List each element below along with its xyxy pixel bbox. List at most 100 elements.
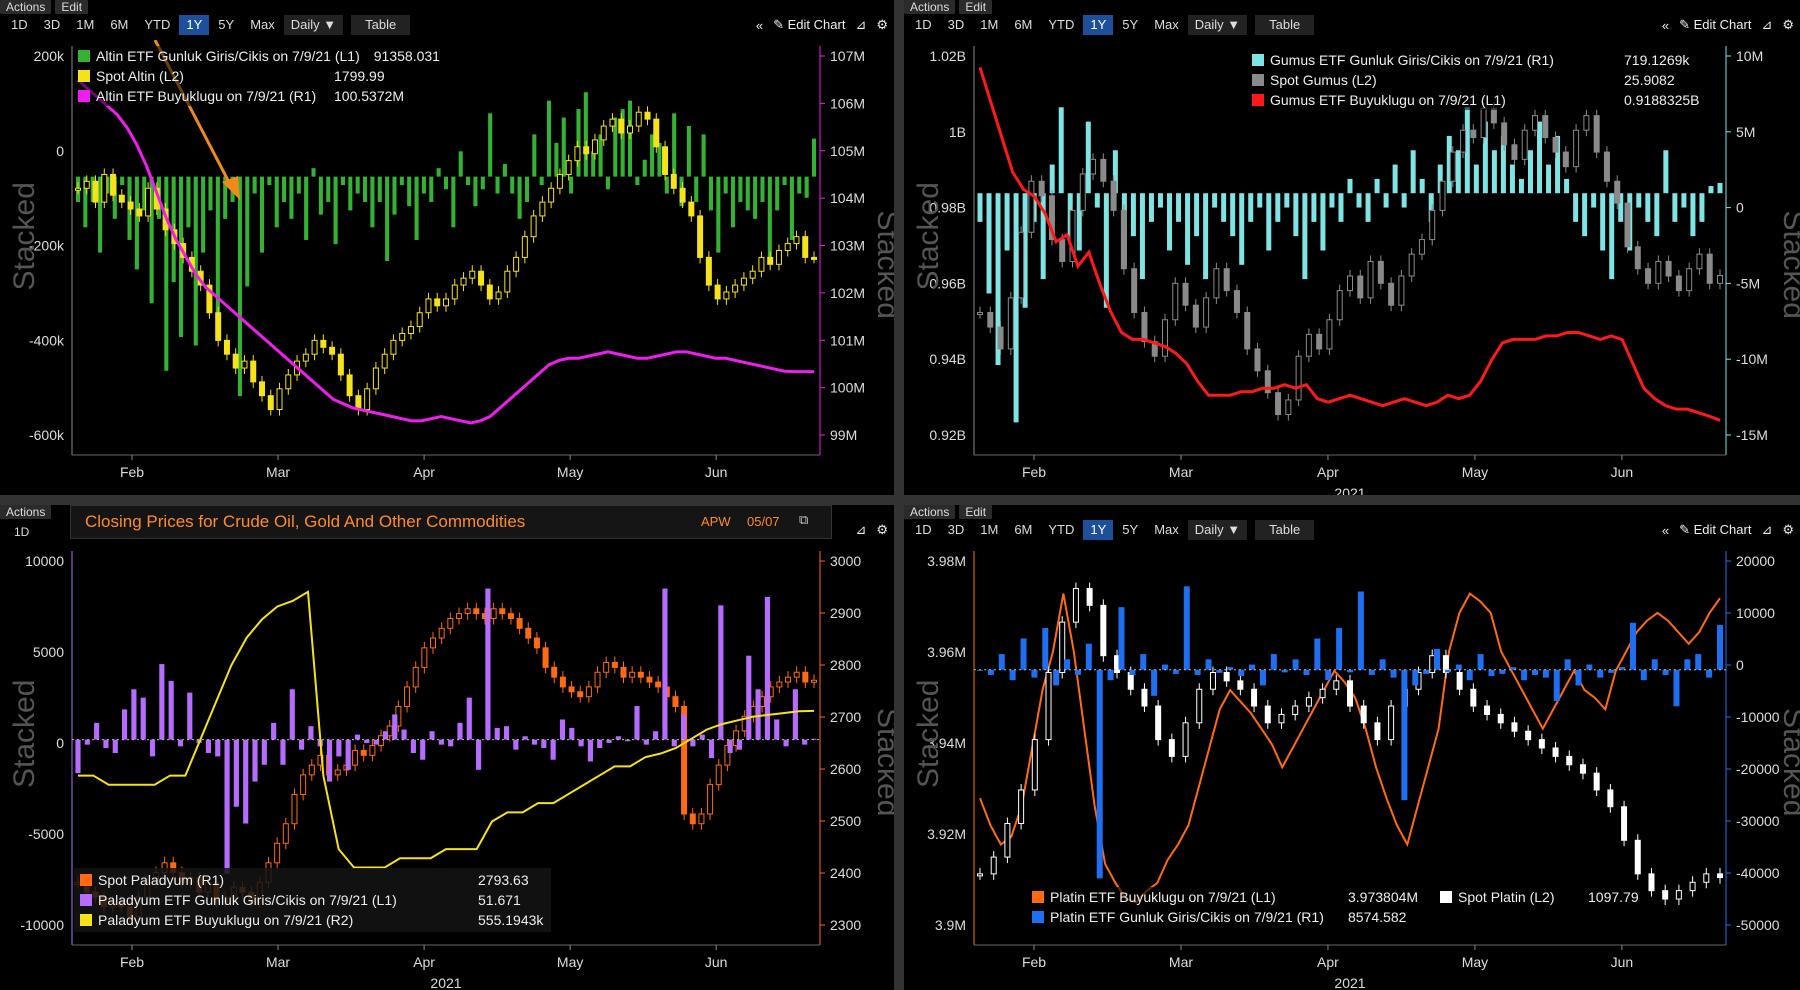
- collapse-icon[interactable]: «: [1661, 17, 1670, 33]
- gear-icon[interactable]: ⚙: [1782, 522, 1794, 537]
- edit-menu[interactable]: Edit: [55, 0, 89, 14]
- candle-body: [1408, 253, 1415, 277]
- table-button[interactable]: Table: [351, 15, 411, 35]
- x-tick-label: Feb: [120, 954, 144, 970]
- bar: [208, 176, 213, 211]
- bar: [767, 176, 772, 262]
- toolbar: Actions Edit 1D 3D 1M 6M YTD 1Y 5Y Max Daily ▼ Ta…: [904, 0, 1800, 40]
- table-button[interactable]: Table: [1255, 15, 1315, 35]
- frequency-dropdown[interactable]: Daily ▼: [1187, 520, 1248, 540]
- candle-body: [548, 187, 555, 203]
- range-5y[interactable]: 5Y: [1122, 17, 1139, 32]
- range-1y[interactable]: 1Y: [179, 15, 210, 35]
- candle-body: [594, 671, 601, 688]
- left-tick-label: -400k: [29, 332, 65, 348]
- range-1d[interactable]: 1D: [915, 17, 932, 32]
- range-6m[interactable]: 6M: [1014, 522, 1033, 537]
- frequency-dropdown[interactable]: Daily ▼: [1187, 15, 1248, 35]
- candle-body: [525, 627, 532, 639]
- range-1m[interactable]: 1M: [76, 17, 95, 32]
- bar: [1074, 669, 1081, 675]
- bar: [1338, 193, 1344, 222]
- bar: [1022, 193, 1028, 308]
- range-3d[interactable]: 3D: [947, 522, 965, 537]
- draw-icon[interactable]: ⊿: [855, 522, 867, 537]
- range-max[interactable]: Max: [250, 17, 275, 32]
- range-6m[interactable]: 6M: [1014, 17, 1033, 32]
- news-popup[interactable]: Closing Prices for Crude Oil, Gold And O…: [70, 505, 832, 539]
- candle-body: [478, 270, 485, 286]
- edit-chart-button[interactable]: ✎ Edit Chart: [1679, 17, 1752, 32]
- collapse-icon[interactable]: «: [1661, 522, 1670, 538]
- actions-menu[interactable]: Actions: [0, 505, 52, 519]
- bar: [149, 176, 154, 304]
- candle-body: [1418, 239, 1425, 255]
- actions-menu[interactable]: Actions: [904, 505, 956, 519]
- range-1m[interactable]: 1M: [980, 522, 999, 537]
- gear-icon[interactable]: ⚙: [1782, 17, 1794, 32]
- edit-chart-button[interactable]: ✎ Edit Chart: [773, 17, 846, 32]
- bar: [1564, 659, 1571, 670]
- range-3d[interactable]: 3D: [43, 17, 61, 32]
- draw-icon[interactable]: ⊿: [1761, 522, 1773, 537]
- candle-body: [455, 613, 462, 620]
- bar: [1546, 164, 1552, 194]
- candle-body: [1634, 839, 1641, 875]
- candle-body: [1213, 268, 1220, 299]
- gear-icon[interactable]: ⚙: [876, 522, 888, 537]
- bar: [1663, 150, 1669, 194]
- range-ytd[interactable]: YTD: [144, 17, 171, 32]
- bar: [201, 176, 206, 253]
- range-5y[interactable]: 5Y: [218, 17, 235, 32]
- x-year-label: 2021: [1334, 975, 1365, 990]
- range-1y[interactable]: 1Y: [1083, 15, 1114, 35]
- range-max[interactable]: Max: [1154, 17, 1179, 32]
- edit-chart-button[interactable]: ✎ Edit Chart: [1679, 522, 1752, 537]
- range-ytd[interactable]: YTD: [1048, 17, 1075, 32]
- candle-body: [291, 793, 298, 825]
- range-ytd[interactable]: YTD: [1048, 522, 1075, 537]
- candle-body: [372, 367, 379, 390]
- actions-menu[interactable]: Actions: [0, 0, 52, 14]
- range-buttons: 1D 3D 1M 6M YTD 1Y 5Y Max Daily ▼ Table: [4, 14, 411, 36]
- bar: [694, 176, 699, 202]
- bar: [1162, 664, 1168, 670]
- frequency-dropdown[interactable]: Daily ▼: [283, 15, 344, 35]
- candle-body: [495, 291, 502, 300]
- chart-platin: 3.98M 3.96M 3.94M 3.92M 3.9M 20000 10000 0 -1000…: [912, 551, 1800, 990]
- x-tick-label: May: [557, 954, 583, 970]
- actions-menu[interactable]: Actions: [904, 0, 956, 14]
- range-1d[interactable]: 1D: [11, 17, 28, 32]
- range-1y[interactable]: 1Y: [1083, 520, 1114, 540]
- range-6m[interactable]: 6M: [110, 17, 129, 32]
- range-3d[interactable]: 3D: [947, 17, 965, 32]
- candle-body: [749, 270, 756, 279]
- range-1d[interactable]: 1D: [14, 525, 30, 539]
- right-tick-label: 106M: [830, 95, 865, 111]
- bar: [1706, 669, 1713, 678]
- candle-body: [92, 180, 99, 203]
- bar: [764, 596, 770, 740]
- bar: [753, 176, 758, 219]
- gear-icon[interactable]: ⚙: [876, 17, 888, 32]
- bar: [215, 739, 221, 757]
- candle-body: [521, 236, 528, 258]
- range-5y[interactable]: 5Y: [1122, 522, 1139, 537]
- candle-body: [145, 187, 152, 217]
- table-button[interactable]: Table: [1255, 520, 1315, 540]
- draw-icon[interactable]: ⊿: [1761, 17, 1773, 32]
- bar: [385, 176, 390, 262]
- draw-icon[interactable]: ⊿: [855, 17, 867, 32]
- edit-menu[interactable]: Edit: [959, 505, 993, 519]
- edit-menu[interactable]: Edit: [959, 0, 993, 14]
- candle-body: [565, 160, 572, 175]
- collapse-icon[interactable]: «: [755, 17, 764, 33]
- popout-icon[interactable]: ⧉: [799, 512, 809, 527]
- left-tick-label: -600k: [29, 427, 65, 443]
- bar: [1157, 193, 1163, 208]
- range-max[interactable]: Max: [1154, 522, 1179, 537]
- candle-body: [603, 661, 610, 673]
- right-tick-label: 0: [1736, 200, 1744, 216]
- range-1d[interactable]: 1D: [915, 522, 932, 537]
- range-1m[interactable]: 1M: [980, 17, 999, 32]
